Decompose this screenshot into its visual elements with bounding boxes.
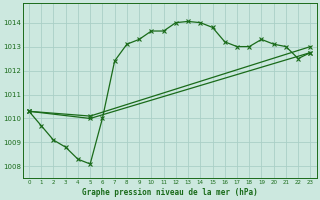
X-axis label: Graphe pression niveau de la mer (hPa): Graphe pression niveau de la mer (hPa) (82, 188, 258, 197)
